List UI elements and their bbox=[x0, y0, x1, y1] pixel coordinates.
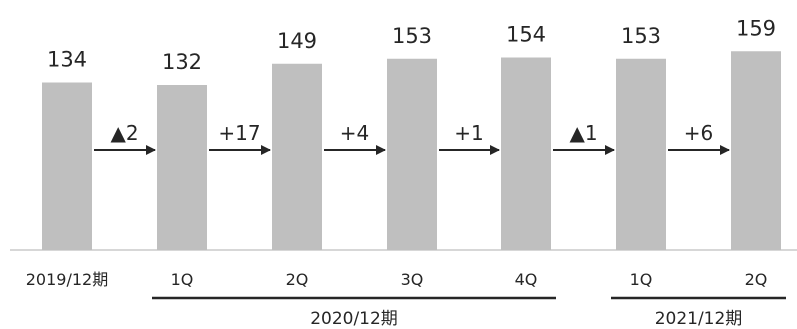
value-label: 153 bbox=[621, 24, 661, 48]
group-label: 2020/12期 bbox=[310, 309, 398, 329]
value-label: 159 bbox=[736, 16, 776, 40]
bar bbox=[387, 58, 437, 250]
value-label: 132 bbox=[162, 50, 202, 74]
tick-label: 1Q bbox=[630, 270, 653, 289]
tick-label: 4Q bbox=[515, 270, 538, 289]
bar bbox=[501, 57, 551, 250]
change-label: +6 bbox=[684, 121, 713, 145]
value-label: 149 bbox=[277, 29, 317, 53]
group-label: 2021/12期 bbox=[655, 309, 743, 329]
bar bbox=[731, 51, 781, 250]
value-label: 154 bbox=[506, 23, 546, 47]
bar bbox=[616, 58, 666, 250]
change-label: +4 bbox=[340, 121, 369, 145]
change-label: +17 bbox=[218, 121, 260, 145]
bar bbox=[157, 85, 207, 250]
bar bbox=[272, 63, 322, 250]
bar bbox=[42, 82, 92, 250]
tick-label: 1Q bbox=[171, 270, 194, 289]
change-label: ▲1 bbox=[569, 121, 597, 145]
tick-label: 2Q bbox=[286, 270, 309, 289]
value-label: 134 bbox=[47, 48, 87, 72]
change-label: +1 bbox=[454, 121, 483, 145]
value-label: 153 bbox=[392, 24, 432, 48]
tick-label: 2Q bbox=[745, 270, 768, 289]
change-label: ▲2 bbox=[110, 121, 138, 145]
tick-label: 2019/12期 bbox=[26, 270, 108, 289]
tick-label: 3Q bbox=[401, 270, 424, 289]
